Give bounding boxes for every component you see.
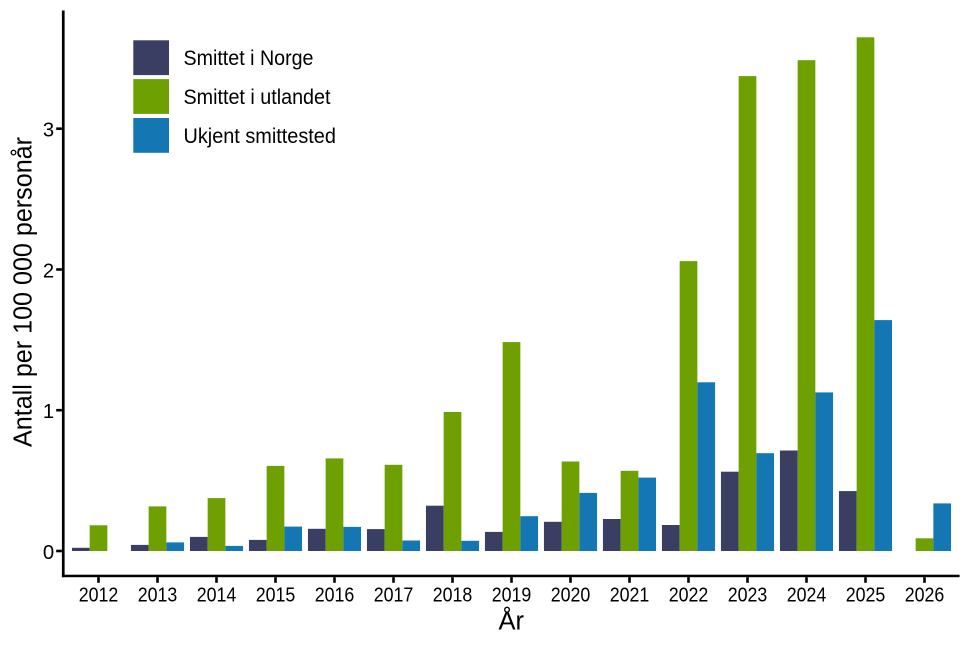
svg-text:2014: 2014 (197, 585, 237, 607)
svg-text:2018: 2018 (433, 585, 473, 607)
svg-text:2015: 2015 (256, 585, 296, 607)
svg-text:2021: 2021 (610, 585, 650, 607)
svg-text:2020: 2020 (551, 585, 591, 607)
svg-text:3: 3 (43, 120, 54, 142)
svg-text:0: 0 (43, 542, 54, 564)
svg-text:2017: 2017 (374, 585, 414, 607)
svg-text:2024: 2024 (787, 585, 827, 607)
svg-text:2012: 2012 (79, 585, 119, 607)
svg-text:2022: 2022 (669, 585, 709, 607)
svg-text:2013: 2013 (138, 585, 178, 607)
svg-text:År: År (498, 606, 524, 636)
svg-text:Smittet i utlandet: Smittet i utlandet (184, 86, 331, 109)
svg-text:2019: 2019 (492, 585, 532, 607)
svg-text:2016: 2016 (315, 585, 355, 607)
svg-text:2023: 2023 (728, 585, 768, 607)
svg-text:Ukjent smittested: Ukjent smittested (184, 125, 336, 148)
svg-text:Antall per 100 000 personår: Antall per 100 000 personår (9, 137, 37, 447)
svg-text:Smittet i Norge: Smittet i Norge (184, 47, 314, 70)
svg-text:2026: 2026 (905, 585, 945, 607)
svg-text:1: 1 (43, 401, 54, 423)
svg-text:2025: 2025 (846, 585, 886, 607)
svg-text:2: 2 (43, 260, 54, 282)
